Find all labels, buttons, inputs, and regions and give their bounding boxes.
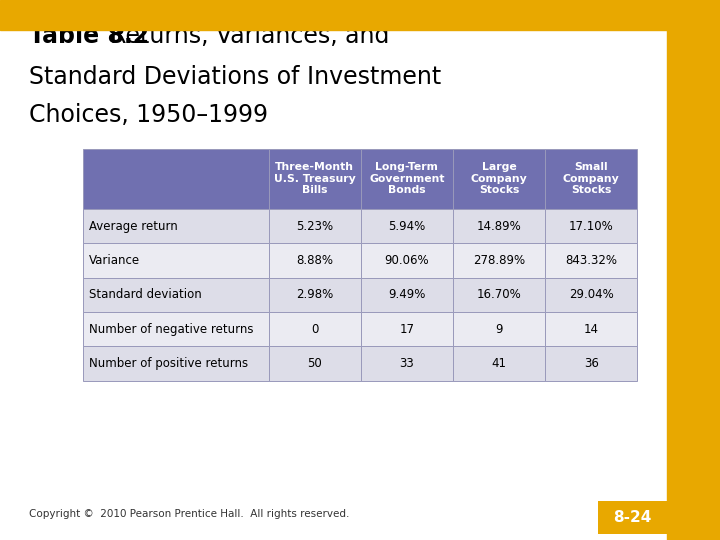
Text: 90.06%: 90.06% <box>384 254 429 267</box>
Bar <box>453 209 545 243</box>
Bar <box>269 243 361 278</box>
Bar <box>667 0 720 540</box>
Text: Number of negative returns: Number of negative returns <box>89 323 253 336</box>
Text: 17: 17 <box>400 323 414 336</box>
Text: Standard Deviations of Investment: Standard Deviations of Investment <box>29 65 441 89</box>
Bar <box>269 312 361 346</box>
Bar <box>361 346 453 381</box>
Text: 16.70%: 16.70% <box>477 288 521 301</box>
Bar <box>545 346 637 381</box>
Text: 14.89%: 14.89% <box>477 220 521 233</box>
Bar <box>453 312 545 346</box>
Text: Choices, 1950–1999: Choices, 1950–1999 <box>29 103 268 126</box>
Text: 8.88%: 8.88% <box>296 254 333 267</box>
Text: 278.89%: 278.89% <box>473 254 525 267</box>
Text: 9: 9 <box>495 323 503 336</box>
Bar <box>361 209 453 243</box>
Text: Copyright ©  2010 Pearson Prentice Hall.  All rights reserved.: Copyright © 2010 Pearson Prentice Hall. … <box>29 509 349 519</box>
Bar <box>545 148 637 209</box>
Text: 5.94%: 5.94% <box>388 220 426 233</box>
Bar <box>598 501 667 534</box>
Text: Standard deviation: Standard deviation <box>89 288 202 301</box>
Bar <box>453 346 545 381</box>
Text: 9.49%: 9.49% <box>388 288 426 301</box>
Bar <box>361 243 453 278</box>
Text: Average return: Average return <box>89 220 177 233</box>
Text: 41: 41 <box>492 357 506 370</box>
Bar <box>269 278 361 312</box>
Text: Number of positive returns: Number of positive returns <box>89 357 248 370</box>
Bar <box>545 278 637 312</box>
Bar <box>453 148 545 209</box>
Text: Table 8.2: Table 8.2 <box>29 24 149 48</box>
Text: 50: 50 <box>307 357 322 370</box>
Bar <box>83 312 269 346</box>
Bar <box>269 209 361 243</box>
Text: Returns, Variances, and: Returns, Variances, and <box>110 24 390 48</box>
Text: Small
Company
Stocks: Small Company Stocks <box>563 162 619 195</box>
Bar <box>83 209 269 243</box>
Text: 0: 0 <box>311 323 318 336</box>
Text: 843.32%: 843.32% <box>565 254 617 267</box>
Bar <box>83 278 269 312</box>
Text: Three-Month
U.S. Treasury
Bills: Three-Month U.S. Treasury Bills <box>274 162 356 195</box>
Bar <box>545 209 637 243</box>
Bar <box>545 312 637 346</box>
Text: 5.23%: 5.23% <box>296 220 333 233</box>
Text: 29.04%: 29.04% <box>569 288 613 301</box>
Bar <box>545 243 637 278</box>
Text: Variance: Variance <box>89 254 140 267</box>
Text: 33: 33 <box>400 357 414 370</box>
Bar <box>269 346 361 381</box>
Text: 36: 36 <box>584 357 598 370</box>
Text: Long-Term
Government
Bonds: Long-Term Government Bonds <box>369 162 444 195</box>
Bar <box>361 148 453 209</box>
Bar <box>453 243 545 278</box>
Bar <box>83 243 269 278</box>
Bar <box>361 312 453 346</box>
Text: Large
Company
Stocks: Large Company Stocks <box>471 162 527 195</box>
Bar <box>0 0 720 30</box>
Bar <box>83 346 269 381</box>
Bar <box>83 148 269 209</box>
Bar <box>269 148 361 209</box>
Bar <box>361 278 453 312</box>
Text: 17.10%: 17.10% <box>569 220 613 233</box>
Text: 8-24: 8-24 <box>613 510 652 525</box>
Bar <box>453 278 545 312</box>
Text: 14: 14 <box>584 323 598 336</box>
Text: 2.98%: 2.98% <box>296 288 333 301</box>
